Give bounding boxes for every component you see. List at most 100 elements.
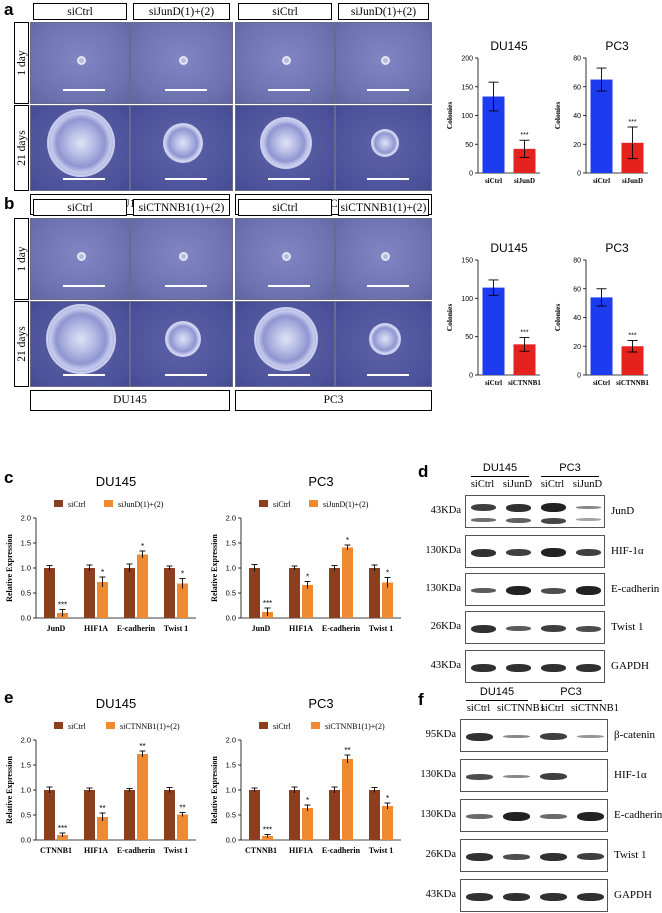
y-axis-label: Relative Expression bbox=[210, 756, 219, 824]
scale-bar bbox=[164, 374, 207, 376]
band bbox=[466, 814, 493, 819]
micrograph-1-day bbox=[130, 218, 233, 300]
y-tick-label: 2.0 bbox=[21, 736, 31, 745]
legend-label: siCtrl bbox=[68, 722, 87, 731]
bar-siCTNNB1(1)+(2)-E-cadherin bbox=[342, 759, 353, 840]
legend-swatch bbox=[106, 722, 115, 729]
protein-label: E-cadherin bbox=[611, 582, 660, 595]
y-tick-label: 0 bbox=[577, 373, 581, 380]
y-tick-label: 80 bbox=[573, 56, 581, 63]
scale-bar bbox=[63, 89, 105, 91]
micrograph-21-days bbox=[335, 301, 432, 387]
single-cell bbox=[380, 56, 390, 65]
band bbox=[466, 892, 493, 901]
lane-label: siCtrl bbox=[540, 703, 565, 714]
blot-strip bbox=[465, 611, 605, 644]
row-label-1-day: 1 day bbox=[14, 218, 29, 300]
bar-siCTNNB1(1)+(2)-CTNNB1 bbox=[262, 836, 273, 840]
x-tick-label: siCtrl bbox=[593, 379, 610, 387]
y-tick-label: 0.0 bbox=[226, 836, 236, 845]
chart-title: PC3 bbox=[308, 696, 333, 711]
bar-siCtrl-Twist 1 bbox=[369, 568, 380, 618]
bar-siCtrl-HIF1A bbox=[84, 790, 95, 840]
significance-label: *** bbox=[520, 132, 528, 139]
chart-a-pc3: PC3 Colonies 0 20 40 60 80 siCtrl *** siJunD bbox=[553, 39, 648, 185]
column-header: siCtrl bbox=[33, 3, 127, 20]
legend-swatch bbox=[104, 500, 113, 507]
y-tick-label: 40 bbox=[573, 315, 581, 322]
x-tick-label: HIF1A bbox=[84, 624, 108, 633]
significance-label: * bbox=[386, 569, 389, 578]
y-tick-label: 0.5 bbox=[226, 811, 236, 820]
bar-siCtrl-CTNNB1 bbox=[249, 790, 260, 840]
kda-marker: 130KDa bbox=[425, 544, 461, 556]
scale-bar bbox=[164, 285, 207, 287]
x-tick-label: E-cadherin bbox=[117, 624, 156, 633]
chart-title: DU145 bbox=[96, 474, 136, 489]
y-tick-label: 60 bbox=[573, 286, 581, 293]
chart-title: DU145 bbox=[96, 696, 136, 711]
x-tick-label: CTNNB1 bbox=[40, 846, 72, 855]
legend-swatch bbox=[259, 722, 268, 729]
colony bbox=[162, 123, 203, 163]
kda-marker: 43KDa bbox=[425, 888, 456, 900]
chart-e-du145: DU145 siCtrl siCTNNB1(1)+(2) Relative Expre… bbox=[5, 696, 196, 855]
row-label-1-day: 1 day bbox=[14, 22, 29, 104]
x-tick-label: Twist 1 bbox=[369, 624, 394, 633]
row-label-text: 1 day bbox=[15, 50, 28, 76]
scale-bar bbox=[164, 89, 207, 91]
column-header: siJunD(1)+(2) bbox=[133, 3, 230, 20]
kda-marker: 130KDa bbox=[420, 808, 456, 820]
significance-label: *** bbox=[263, 826, 272, 835]
scale-bar bbox=[268, 374, 310, 376]
y-tick-label: 1.5 bbox=[21, 761, 31, 770]
blot-strip bbox=[460, 719, 608, 752]
lane-label: siCtrl bbox=[470, 479, 495, 490]
column-header: siCtrl bbox=[238, 3, 332, 20]
band bbox=[471, 624, 496, 633]
chart-b-du145: DU145 Colonies 0 50 100 150 siCtrl *** siCTNNB1 bbox=[445, 241, 541, 387]
y-tick-label: 2.0 bbox=[226, 514, 236, 523]
bar-siCtrl-E-cadherin bbox=[124, 568, 135, 618]
band bbox=[471, 548, 496, 557]
micrograph-1-day bbox=[335, 22, 432, 104]
micrograph-21-days bbox=[235, 105, 335, 191]
lane-label: siCtrl bbox=[466, 703, 491, 714]
column-header: siJunD(1)+(2) bbox=[338, 3, 429, 20]
band bbox=[541, 503, 566, 512]
scale-bar bbox=[268, 285, 310, 287]
bar-siCtrl-Twist 1 bbox=[369, 790, 380, 840]
group-underline bbox=[541, 476, 599, 477]
row-label-21-days: 21 days bbox=[14, 105, 29, 191]
y-tick-label: 1.0 bbox=[21, 786, 31, 795]
bar-siCtrl-CTNNB1 bbox=[44, 790, 55, 840]
blot-strip bbox=[460, 839, 608, 872]
bar-siCtrl-JunD bbox=[249, 568, 260, 618]
legend-swatch bbox=[259, 500, 268, 507]
chart-title: PC3 bbox=[308, 474, 333, 489]
significance-label: *** bbox=[58, 824, 67, 833]
band bbox=[471, 588, 496, 593]
band bbox=[466, 732, 493, 741]
bar-siJunD(1)+(2)-E-cadherin bbox=[137, 554, 148, 618]
y-tick-label: 150 bbox=[461, 258, 473, 265]
blot-group-DU145: DU145 bbox=[479, 686, 515, 698]
band bbox=[540, 733, 567, 740]
blot-strip bbox=[460, 879, 608, 912]
band bbox=[506, 626, 531, 631]
protein-label: β-catenin bbox=[614, 728, 656, 741]
band bbox=[471, 517, 496, 522]
y-axis-label: Relative Expression bbox=[210, 534, 219, 602]
y-axis-label: Colonies bbox=[445, 304, 454, 332]
panel-a-label: a bbox=[4, 0, 14, 19]
micrograph-21-days bbox=[130, 105, 233, 191]
bar-siCTNNB1(1)+(2)-Twist 1 bbox=[177, 814, 188, 840]
significance-label: * bbox=[101, 568, 104, 577]
bar-siCTNNB1(1)+(2)-HIF1A bbox=[97, 817, 108, 840]
single-cell bbox=[77, 252, 86, 261]
y-tick-label: 1.0 bbox=[21, 564, 31, 573]
micrograph-1-day bbox=[235, 22, 335, 104]
legend-label: siCtrl bbox=[273, 500, 292, 509]
row-label-text: 21 days bbox=[15, 326, 28, 362]
significance-label: *** bbox=[263, 599, 272, 608]
